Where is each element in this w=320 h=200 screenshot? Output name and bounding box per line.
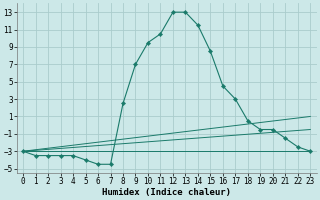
X-axis label: Humidex (Indice chaleur): Humidex (Indice chaleur) (102, 188, 231, 197)
